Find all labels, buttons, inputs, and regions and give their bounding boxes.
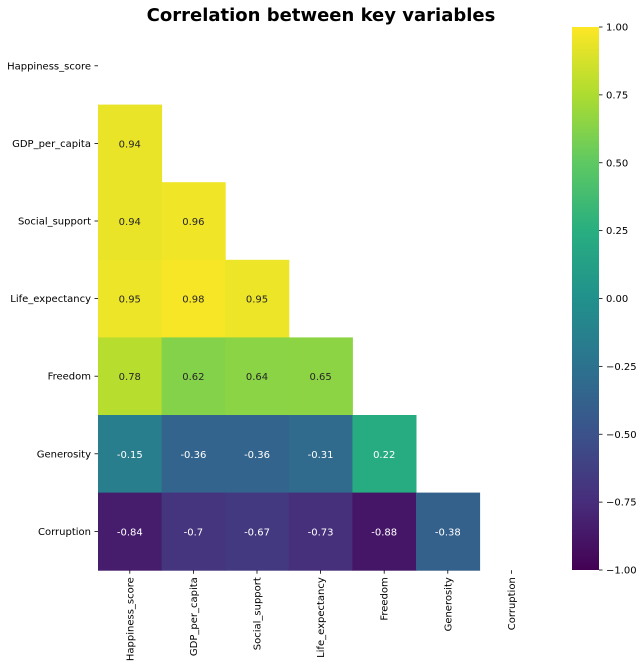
colorbar-tick-label: 0.00 [606, 294, 628, 305]
heatmap-cell [161, 182, 226, 261]
heatmap-cell [352, 492, 417, 571]
cell-value-label: -0.36 [180, 450, 206, 461]
cell-value-label: 0.64 [246, 372, 268, 383]
x-tick-label: Freedom [380, 577, 391, 620]
cell-value-label: 0.65 [309, 372, 331, 383]
cell-value-label: 0.78 [119, 372, 141, 383]
heatmap-cell [225, 337, 290, 416]
heatmap-cell [98, 492, 163, 571]
y-tick-label: Corruption [38, 527, 91, 538]
heatmap-cell [288, 492, 353, 571]
cell-value-label: -0.15 [117, 450, 143, 461]
y-tick-label: Life_expectancy [10, 294, 91, 305]
cell-value-label: 0.98 [182, 295, 204, 306]
heatmap-cell [288, 415, 353, 494]
x-tick-label: Happiness_score [125, 577, 136, 661]
colorbar [572, 27, 599, 570]
colorbar-tick-label: 1.00 [606, 23, 628, 34]
colorbar-tick-label: 0.25 [606, 226, 628, 237]
heatmap-cell [98, 182, 163, 261]
cell-value-label: -0.38 [435, 527, 461, 538]
heatmap-cell [416, 492, 481, 571]
cell-value-label: 0.95 [246, 295, 268, 306]
cell-value-label: -0.36 [244, 450, 270, 461]
heatmap-cell [161, 415, 226, 494]
x-tick-label: GDP_per_capita [189, 577, 200, 656]
heatmap-cell [161, 259, 226, 338]
y-tick-label: GDP_per_capita [12, 139, 91, 150]
heatmap-cell [225, 259, 290, 338]
cell-value-label: 0.96 [182, 217, 204, 228]
colorbar-tick-label: 0.50 [606, 158, 628, 169]
colorbar-tick-label: −0.75 [606, 498, 637, 509]
heatmap-cell [98, 259, 163, 338]
cell-value-label: -0.67 [244, 527, 270, 538]
heatmap-cell [98, 104, 163, 183]
heatmap-cell [288, 337, 353, 416]
heatmap-cell [352, 415, 417, 494]
cell-value-label: -0.7 [184, 527, 204, 538]
y-tick-label: Social_support [18, 217, 91, 228]
x-tick-label: Generosity [443, 577, 454, 631]
colorbar-tick-label: 0.75 [606, 90, 628, 101]
cell-value-label: -0.88 [371, 527, 397, 538]
y-tick-label: Freedom [48, 372, 91, 383]
x-tick-label: Social_support [253, 577, 264, 650]
heatmap-cell [161, 492, 226, 571]
cell-value-label: 0.22 [373, 450, 395, 461]
heatmap-cell [98, 337, 163, 416]
heatmap-cell [98, 415, 163, 494]
y-tick-label: Happiness_score [7, 61, 91, 72]
cell-value-label: -0.73 [308, 527, 334, 538]
cell-value-label: 0.62 [182, 372, 204, 383]
cell-value-label: -0.84 [117, 527, 143, 538]
colorbar-tick-label: −0.50 [606, 430, 637, 441]
x-tick-label: Life_expectancy [316, 577, 327, 658]
cell-value-label: 0.94 [119, 217, 141, 228]
cell-value-label: -0.31 [308, 450, 334, 461]
cell-value-label: 0.95 [119, 295, 141, 306]
heatmap-cell [161, 337, 226, 416]
cell-value-label: 0.94 [119, 139, 141, 150]
chart-title: Correlation between key variables [147, 5, 496, 26]
heatmap-cell [225, 492, 290, 571]
x-tick-label: Corruption [507, 577, 518, 630]
colorbar-tick-label: −0.25 [606, 362, 637, 373]
colorbar-tick-label: −1.00 [606, 566, 637, 577]
heatmap-cell [225, 415, 290, 494]
y-tick-label: Generosity [37, 449, 91, 460]
